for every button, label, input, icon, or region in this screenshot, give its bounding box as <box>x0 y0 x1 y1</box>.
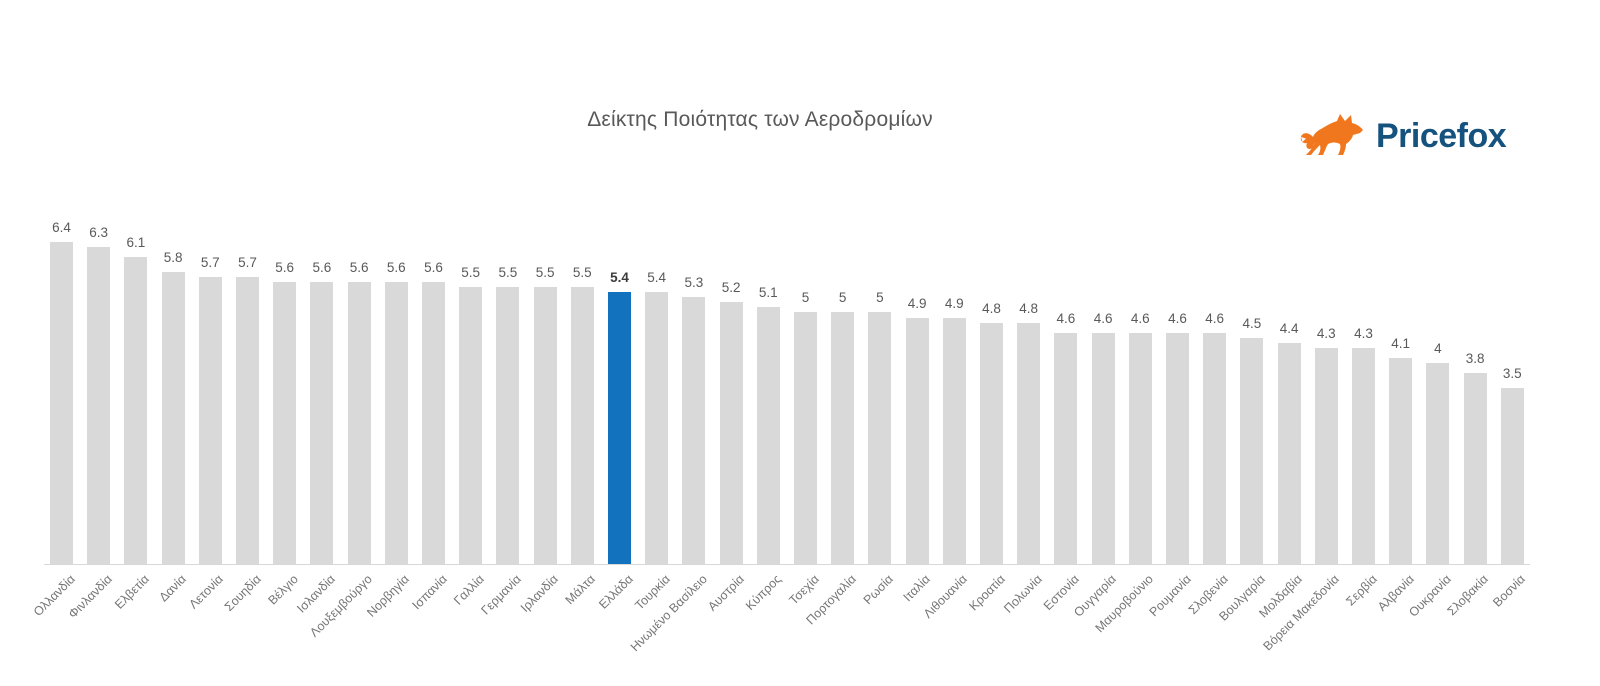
bar <box>422 282 445 564</box>
bar-value-label: 4.3 <box>1316 326 1336 341</box>
bar <box>533 287 557 564</box>
bar <box>1203 333 1227 564</box>
bar-value-label: 5.5 <box>535 265 555 280</box>
bar <box>347 282 371 564</box>
bar-value-label: 5.6 <box>386 260 406 275</box>
bar-value-label: 4.3 <box>1354 326 1373 341</box>
bar-value-label: 4.5 <box>1242 316 1262 331</box>
bar-value-label: 5.6 <box>424 260 443 275</box>
bar <box>831 312 855 564</box>
bar-value-label: 5.6 <box>275 260 295 275</box>
bar-value-label: 4.9 <box>907 296 927 311</box>
bar-value-label: 5.4 <box>647 270 667 285</box>
fox-icon <box>1300 114 1363 155</box>
bar <box>124 257 148 564</box>
bar-value-label: 6.1 <box>126 235 146 250</box>
bar <box>1463 373 1487 564</box>
bar-value-label: 5.7 <box>200 255 220 270</box>
bar <box>719 302 743 564</box>
bar-value-label: 5.6 <box>312 260 332 275</box>
bar <box>236 277 259 564</box>
bar <box>868 312 892 564</box>
bar-value-label: 3.8 <box>1465 351 1485 366</box>
bar-value-label: 5.2 <box>721 280 741 295</box>
bar <box>198 277 222 564</box>
bar <box>645 292 669 564</box>
bar-value-label: 5.8 <box>163 250 183 265</box>
bar <box>794 312 817 564</box>
bar <box>942 318 966 564</box>
bar-value-label: 4.6 <box>1168 311 1187 326</box>
bar-value-label: 4.6 <box>1205 311 1225 326</box>
bar <box>1091 333 1115 564</box>
bar-value-label: 4.9 <box>944 296 964 311</box>
bar <box>273 282 297 564</box>
bar-value-label: 5.1 <box>758 285 778 300</box>
bar-value-label: 4.8 <box>1019 301 1039 316</box>
bar-value-label: 3.5 <box>1502 366 1522 381</box>
bar-value-label: 5.6 <box>349 260 369 275</box>
pricefox-logo: Pricefox <box>1300 110 1507 162</box>
bar-value-label: 5.5 <box>572 265 592 280</box>
bar <box>1389 358 1413 564</box>
x-axis-line <box>44 564 1530 565</box>
bar <box>87 247 111 564</box>
bar-value-label: 4.6 <box>1093 311 1113 326</box>
bar <box>1017 323 1041 564</box>
bar <box>570 287 594 564</box>
bar <box>682 297 706 564</box>
bar-value-label: 6.4 <box>52 220 71 235</box>
bar <box>1314 348 1338 564</box>
bar <box>1240 338 1264 564</box>
bar <box>459 287 483 564</box>
bar <box>310 282 334 564</box>
bar <box>496 287 520 564</box>
bar-value-label: 4.1 <box>1391 336 1411 351</box>
bar <box>1277 343 1301 564</box>
bar-value-label: 5 <box>876 290 884 305</box>
bar-value-label: 5.5 <box>461 265 481 280</box>
bar-highlighted <box>608 292 631 564</box>
bar-value-label: 4.6 <box>1056 311 1076 326</box>
bar <box>905 318 929 564</box>
bar <box>756 307 780 564</box>
bar-value-label: 5.4 <box>610 270 629 285</box>
bar-value-label: 4.4 <box>1279 321 1299 336</box>
bar <box>980 323 1003 564</box>
bar-value-label: 5 <box>838 290 847 305</box>
logo-wordmark: Pricefox <box>1376 116 1507 155</box>
bar <box>50 242 73 564</box>
bar-value-label: 4.8 <box>982 301 1001 316</box>
bar <box>1500 388 1524 564</box>
bar <box>161 272 185 564</box>
bar <box>1054 333 1078 564</box>
bar-value-label: 5.7 <box>238 255 257 270</box>
chart-title: Δείκτης Ποιότητας των Αεροδρομίων <box>587 108 933 131</box>
bar-value-label: 5.3 <box>684 275 704 290</box>
bar-value-label: 6.3 <box>89 225 109 240</box>
bar <box>384 282 408 564</box>
bar <box>1166 333 1189 564</box>
bar-value-label: 4.6 <box>1130 311 1150 326</box>
bar <box>1426 363 1450 564</box>
bar-value-label: 5 <box>801 290 810 305</box>
bar-value-label: 4 <box>1434 341 1442 356</box>
bar-value-label: 5.5 <box>498 265 518 280</box>
bar <box>1128 333 1152 564</box>
bar <box>1352 348 1375 564</box>
